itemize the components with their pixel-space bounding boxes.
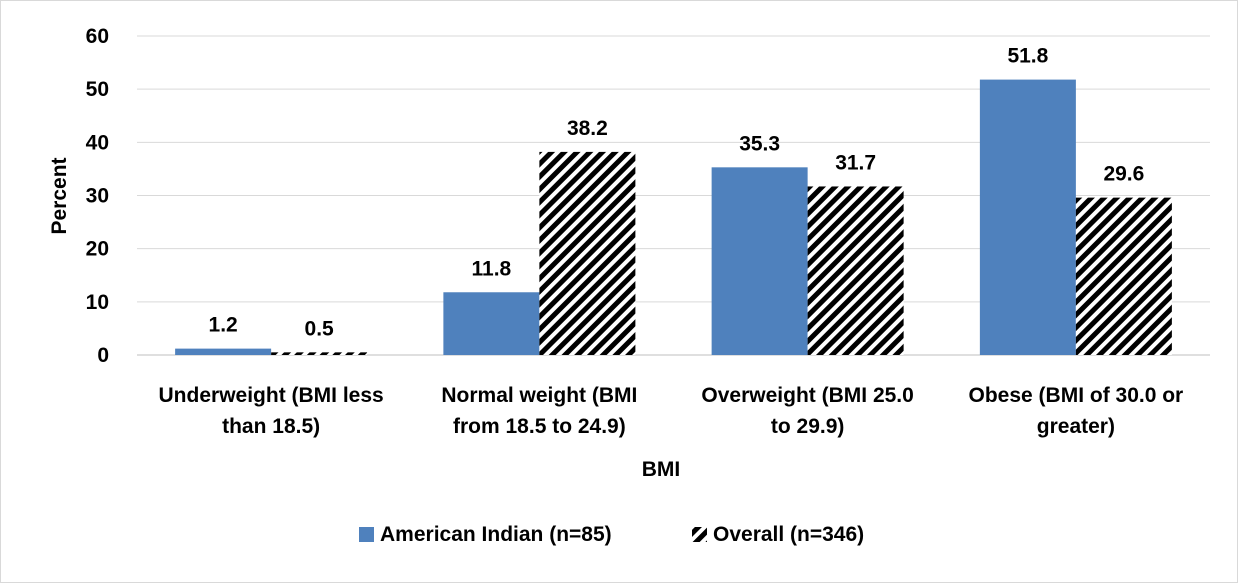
bar-american-indian (711, 167, 808, 355)
bar-overall (271, 352, 368, 355)
bar-overall (539, 151, 636, 355)
data-label: 31.7 (835, 151, 876, 174)
y-tick-label: 20 (86, 238, 109, 261)
y-tick-label: 10 (86, 291, 109, 314)
data-labels: 1.2 11.8 35.3 51.8 0.5 38.2 31.7 29.6 (209, 45, 1145, 341)
category-label: Obese (BMI of 30.0 or (969, 384, 1184, 407)
y-axis-ticks: 0 10 20 30 40 50 60 (86, 25, 109, 367)
data-label: 35.3 (739, 132, 780, 155)
category-label: to 29.9) (771, 415, 845, 438)
x-axis-title: BMI (642, 458, 681, 481)
data-label: 11.8 (472, 257, 512, 280)
legend-label: Overall (n=346) (713, 523, 864, 546)
data-label: 29.6 (1103, 163, 1144, 186)
category-label: greater) (1037, 415, 1115, 438)
bar-american-indian (175, 348, 272, 355)
x-axis-categories: Underweight (BMI less than 18.5) Normal we… (159, 384, 1184, 438)
data-label: 51.8 (1007, 45, 1048, 68)
data-label: 1.2 (209, 314, 238, 337)
bar-american-indian (979, 79, 1076, 355)
category-label: than 18.5) (222, 415, 320, 438)
y-tick-label: 30 (86, 185, 109, 208)
y-tick-label: 0 (97, 344, 109, 367)
legend: American Indian (n=85) Overall (n=346) (359, 523, 864, 546)
y-axis-title: Percent (48, 157, 71, 234)
bar-american-indian (443, 292, 540, 355)
legend-swatch (359, 527, 374, 542)
category-label: from 18.5 to 24.9) (453, 415, 626, 438)
category-label: Underweight (BMI less (159, 384, 384, 407)
bar-overall (1075, 197, 1172, 355)
legend-label: American Indian (n=85) (380, 523, 612, 546)
category-label: Overweight (BMI 25.0 (701, 384, 913, 407)
legend-swatch (692, 527, 707, 542)
data-label: 0.5 (305, 317, 335, 340)
y-tick-label: 40 (86, 131, 109, 154)
bar-overall (807, 186, 904, 355)
category-label: Normal weight (BMI (441, 384, 637, 407)
data-label: 38.2 (567, 117, 608, 140)
bars (175, 79, 1172, 355)
y-tick-label: 60 (86, 25, 109, 48)
y-tick-label: 50 (86, 78, 109, 101)
